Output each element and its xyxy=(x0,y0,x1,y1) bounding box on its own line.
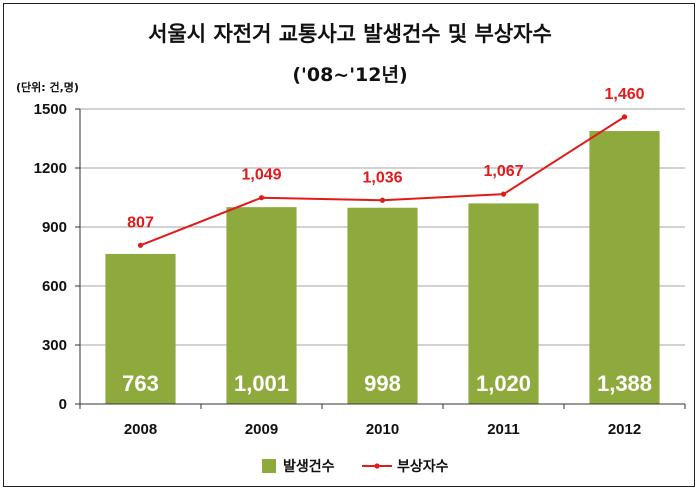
bar-value-label: 763 xyxy=(122,371,159,396)
y-tick-label: 1500 xyxy=(34,101,67,118)
bar-value-label: 1,001 xyxy=(234,371,289,396)
bar xyxy=(468,203,539,404)
line-point xyxy=(258,195,265,201)
line-series xyxy=(137,114,628,248)
y-tick-label: 0 xyxy=(59,396,67,413)
legend: 발생건수 부상자수 xyxy=(262,458,449,475)
unit-note: (단위: 건,명) xyxy=(16,81,79,94)
x-tick-label: 2008 xyxy=(124,421,157,438)
bar-series xyxy=(105,131,660,404)
line-point xyxy=(621,114,628,120)
x-tick-label: 2010 xyxy=(366,421,399,438)
data-labels: 763 1,001 998 1,020 1,388 807 1,049 1,036 1,067 1… xyxy=(122,86,652,396)
bar-value-label: 998 xyxy=(364,371,401,396)
chart-title: 서울시 자전거 교통사고 발생건수 및 부상자수 xyxy=(148,22,552,46)
line-value-label: 807 xyxy=(127,214,154,231)
x-tick-label: 2009 xyxy=(245,421,278,438)
line-point xyxy=(137,242,144,248)
y-tick-label: 900 xyxy=(42,219,67,236)
y-tick-label: 300 xyxy=(42,337,67,354)
axes: 0 300 600 900 1200 1500 2008 2009 2010 2011 2012 xyxy=(34,101,686,438)
line-value-label: 1,036 xyxy=(362,169,402,186)
bar xyxy=(226,207,297,404)
line-value-label: 1,049 xyxy=(241,167,281,184)
x-tick-label: 2011 xyxy=(487,421,520,438)
legend-label-bar: 발생건수 xyxy=(283,458,335,475)
legend-label-line: 부상자수 xyxy=(397,459,449,475)
bar-value-label: 1,020 xyxy=(476,371,531,396)
y-tick-label: 1200 xyxy=(34,160,67,177)
bar xyxy=(589,131,660,404)
legend-swatch-bar xyxy=(262,459,276,473)
bar xyxy=(347,207,418,404)
line-point xyxy=(379,197,386,203)
line-value-label: 1,067 xyxy=(483,163,523,180)
line-point xyxy=(500,191,507,197)
bar-value-label: 1,388 xyxy=(597,371,652,396)
x-tick-label: 2012 xyxy=(608,421,641,438)
bar xyxy=(105,253,176,404)
chart-subtitle: ('08~'12년) xyxy=(292,64,408,86)
legend-swatch-point xyxy=(374,463,380,469)
y-tick-label: 600 xyxy=(42,278,67,295)
line-value-label: 1,460 xyxy=(604,86,644,103)
